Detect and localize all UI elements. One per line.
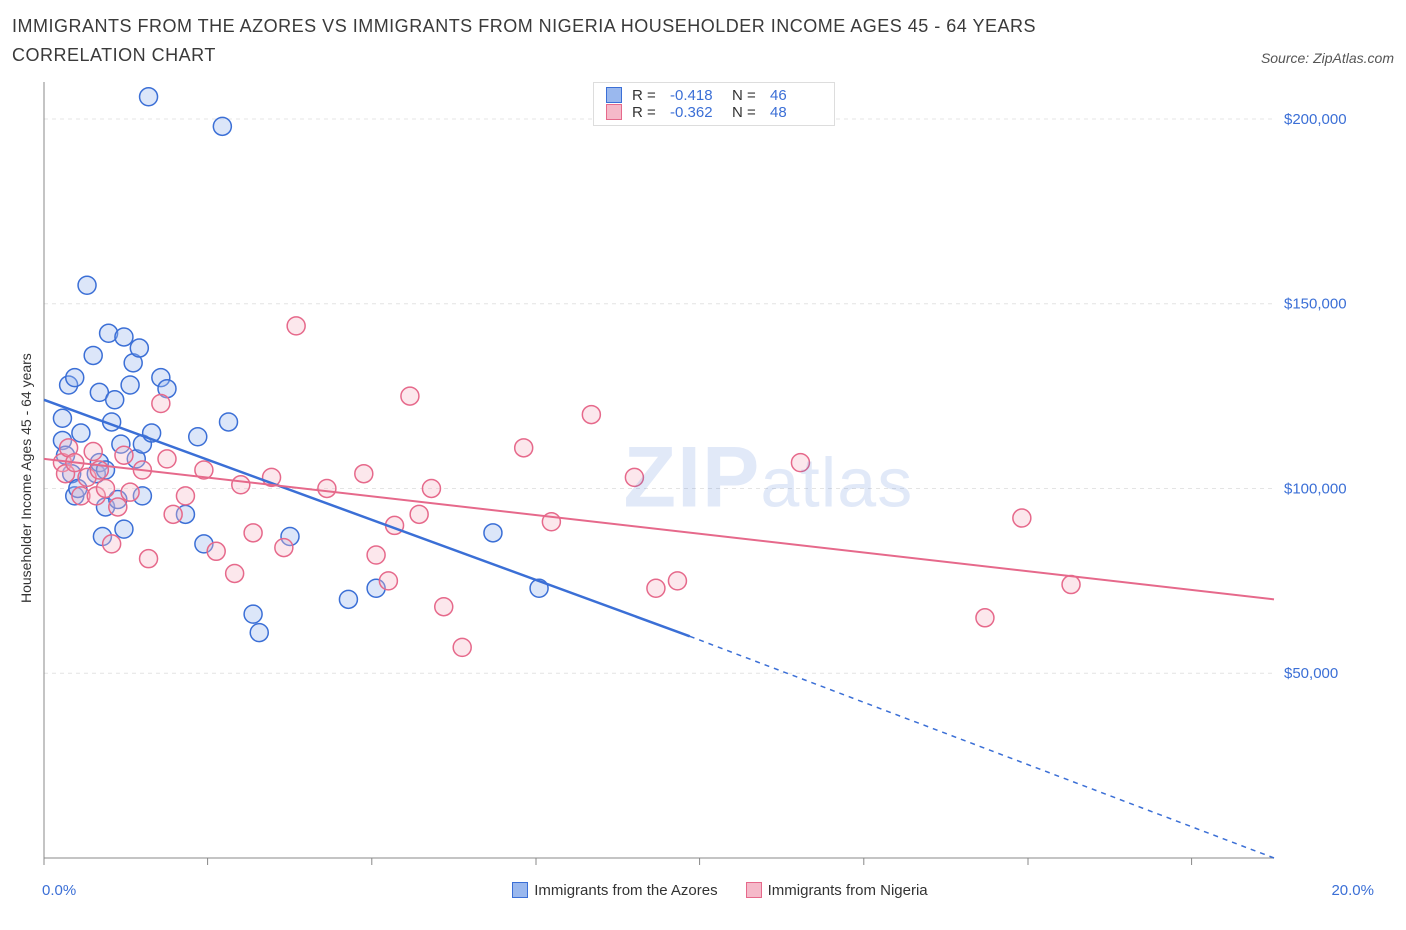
source-label: Source: ZipAtlas.com	[1261, 50, 1394, 70]
legend-item-azores: Immigrants from the Azores	[512, 882, 717, 899]
title-row: IMMIGRANTS FROM THE AZORES VS IMMIGRANTS…	[12, 12, 1394, 70]
legend-swatch-nigeria	[746, 882, 762, 898]
stat-row: R = -0.362 N = 48	[606, 104, 822, 121]
stat-r-value: -0.418	[670, 87, 722, 104]
svg-text:$200,000: $200,000	[1284, 111, 1347, 128]
scatter-plot: $50,000 $100,000 $150,000 $200,000	[34, 78, 1364, 878]
stat-n-value: 46	[770, 87, 822, 104]
legend-label-azores: Immigrants from the Azores	[534, 882, 717, 899]
stat-n-value: 48	[770, 104, 822, 121]
stat-n-label: N =	[732, 104, 760, 121]
stat-legend: R = -0.418 N = 46 R = -0.362 N = 48	[593, 82, 835, 126]
stat-swatch	[606, 104, 622, 120]
y-axis-label: Householder Income Ages 45 - 64 years	[12, 228, 34, 728]
stat-row: R = -0.418 N = 46	[606, 87, 822, 104]
legend-label-nigeria: Immigrants from Nigeria	[768, 882, 928, 899]
x-tick-min: 0.0%	[42, 882, 76, 899]
svg-text:$150,000: $150,000	[1284, 295, 1347, 312]
legend-item-nigeria: Immigrants from Nigeria	[746, 882, 928, 899]
stat-swatch	[606, 87, 622, 103]
x-axis-legend-row: 0.0% Immigrants from the Azores Immigran…	[42, 882, 1394, 899]
stat-r-value: -0.362	[670, 104, 722, 121]
stat-n-label: N =	[732, 87, 760, 104]
x-tick-max: 20.0%	[1331, 882, 1374, 899]
svg-text:$50,000: $50,000	[1284, 665, 1338, 682]
plot-wrapper: Householder Income Ages 45 - 64 years $5…	[12, 78, 1394, 878]
stat-r-label: R =	[632, 104, 660, 121]
plot-area: $50,000$100,000$150,000$200,000 ZIPatlas…	[34, 78, 1394, 878]
legend-swatch-azores	[512, 882, 528, 898]
chart-container: IMMIGRANTS FROM THE AZORES VS IMMIGRANTS…	[12, 12, 1394, 899]
svg-text:$100,000: $100,000	[1284, 480, 1347, 497]
stat-r-label: R =	[632, 87, 660, 104]
chart-title: IMMIGRANTS FROM THE AZORES VS IMMIGRANTS…	[12, 12, 1132, 70]
